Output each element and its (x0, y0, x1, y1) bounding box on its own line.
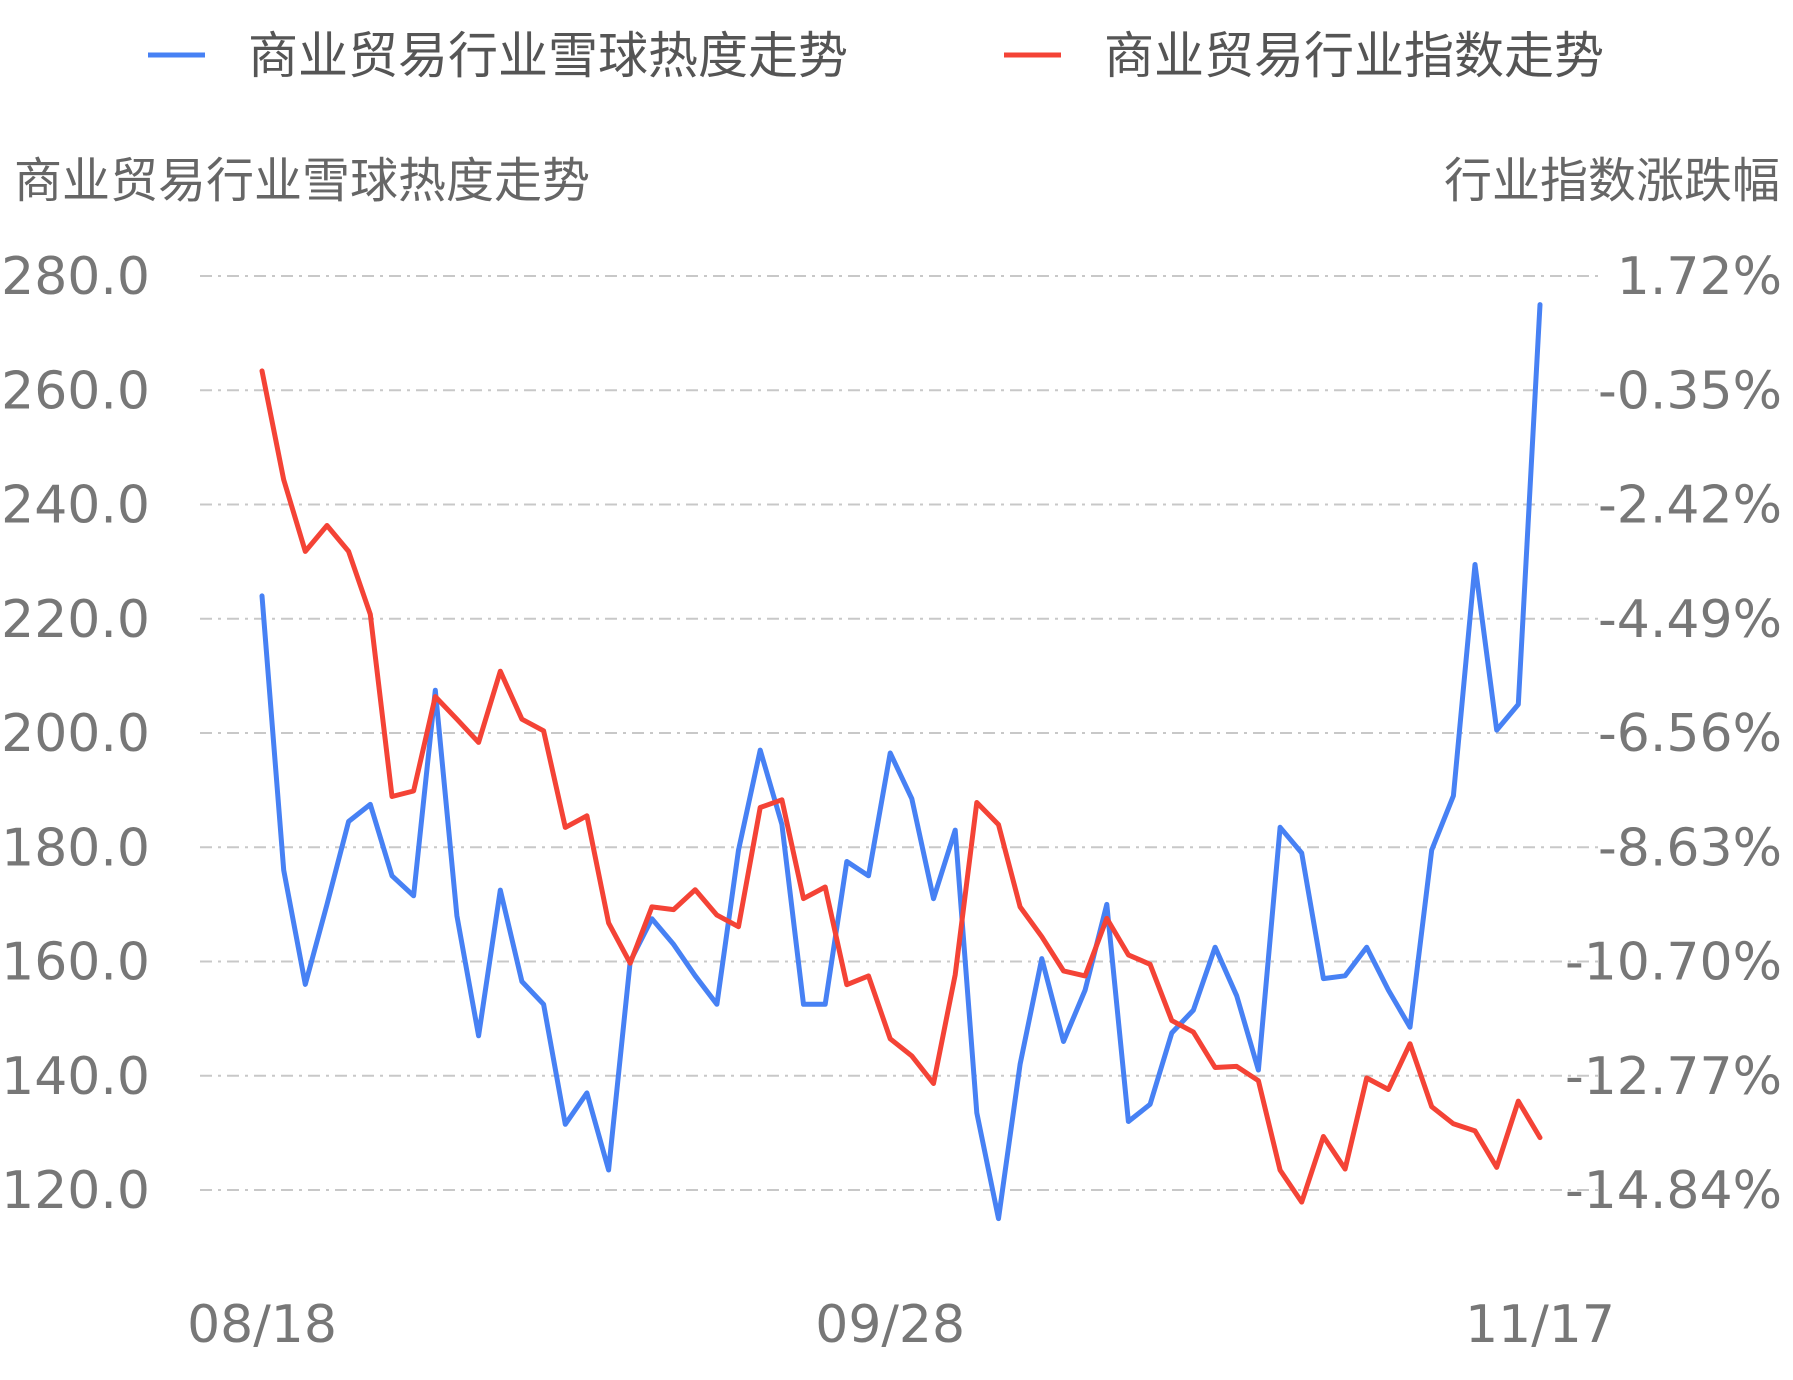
right-tick-label: -14.84% (1565, 1161, 1782, 1221)
left-tick-label: 160.0 (1, 933, 150, 993)
right-tick-label: -0.35% (1598, 361, 1782, 421)
legend-item-heat[interactable]: 商业贸易行业雪球热度走势 (148, 27, 848, 85)
right-tick-label: -10.70% (1565, 933, 1782, 993)
legend-item-index[interactable]: 商业贸易行业指数走势 (1004, 27, 1604, 85)
left-tick-label: 140.0 (1, 1047, 150, 1107)
legend-label-index: 商业贸易行业指数走势 (1104, 27, 1604, 85)
right-tick-label: 1.72% (1617, 247, 1782, 307)
right-axis-title: 行业指数涨跌幅 (1444, 153, 1780, 209)
gridlines (200, 275, 1598, 1191)
left-tick-label: 260.0 (1, 361, 150, 421)
right-tick-label: -4.49% (1598, 590, 1782, 650)
right-axis-ticks: 1.72% -0.35% -2.42% -4.49% -6.56% -8.63% -10.7… (1565, 247, 1782, 1221)
x-tick-label: 09/28 (815, 1295, 965, 1355)
x-tick-label: 08/18 (187, 1295, 337, 1355)
x-axis-ticks: 08/18 09/28 11/17 (187, 1295, 1615, 1355)
series-line-heat (259, 302, 1543, 1222)
series (259, 302, 1543, 1222)
left-tick-label: 240.0 (1, 476, 150, 536)
right-tick-label: -6.56% (1598, 704, 1782, 764)
right-tick-label: -12.77% (1565, 1047, 1782, 1107)
left-tick-label: 120.0 (1, 1161, 150, 1221)
left-tick-label: 280.0 (1, 247, 150, 307)
right-tick-label: -2.42% (1598, 476, 1782, 536)
left-tick-label: 220.0 (1, 590, 150, 650)
series-line-index (259, 368, 1543, 1205)
right-tick-label: -8.63% (1598, 818, 1782, 878)
left-tick-label: 200.0 (1, 704, 150, 764)
x-tick-label: 11/17 (1465, 1295, 1615, 1355)
left-tick-label: 180.0 (1, 818, 150, 878)
legend: 商业贸易行业雪球热度走势 商业贸易行业指数走势 (148, 27, 1604, 85)
left-axis-ticks: 280.0 260.0 240.0 220.0 200.0 180.0 160.0 140.0… (1, 247, 150, 1221)
left-axis-title: 商业贸易行业雪球热度走势 (14, 153, 590, 209)
legend-label-heat: 商业贸易行业雪球热度走势 (248, 27, 848, 85)
